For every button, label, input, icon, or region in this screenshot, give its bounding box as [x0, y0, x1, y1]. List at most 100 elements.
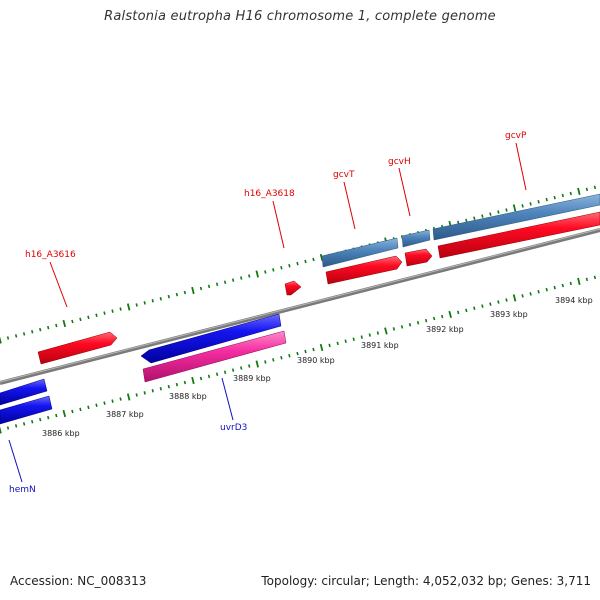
minor-tick [545, 197, 548, 202]
minor-tick [6, 426, 10, 430]
minor-tick [215, 372, 219, 376]
feature-uvrD3-pink[interactable] [142, 330, 287, 383]
minor-tick [296, 351, 299, 356]
gene-labels: h16_A3616 h16_A3618 gcvT gcvH gcvP uvrD3… [9, 131, 527, 495]
minor-tick [119, 307, 122, 311]
major-tick [448, 310, 452, 319]
minor-tick [22, 422, 26, 426]
major-tick [319, 343, 324, 352]
minor-tick [223, 280, 227, 284]
gene-label[interactable]: h16_A3618 [244, 189, 295, 199]
minor-tick [111, 309, 114, 313]
minor-tick [489, 302, 492, 306]
feature-gcvH-red[interactable] [404, 248, 433, 267]
minor-tick [280, 356, 283, 360]
minor-tick [215, 282, 219, 286]
minor-tick [585, 277, 589, 282]
feature-gcvP[interactable] [432, 193, 600, 241]
minor-tick [368, 333, 371, 337]
minor-tick [87, 315, 90, 320]
major-tick [191, 376, 195, 385]
minor-tick [296, 261, 299, 266]
minor-tick [280, 266, 283, 270]
gene-label[interactable]: gcvT [333, 170, 355, 180]
minor-tick [207, 374, 211, 379]
feature-h16_A3618[interactable] [284, 280, 302, 296]
major-tick [577, 187, 581, 196]
genome-backbone-highlight [0, 228, 600, 383]
minor-tick [159, 387, 162, 391]
minor-tick [561, 193, 564, 198]
minor-tick [288, 354, 291, 358]
minor-tick [481, 304, 484, 308]
minor-tick [199, 286, 203, 291]
minor-tick [457, 310, 460, 315]
minor-tick [521, 204, 524, 208]
minor-tick [167, 294, 170, 299]
feature-h16_A3616[interactable] [37, 331, 118, 365]
coordinate-label: 3889 kbp [233, 374, 271, 383]
gene-label[interactable]: h16_A3616 [25, 250, 76, 260]
gene-label[interactable]: gcvH [388, 157, 411, 167]
major-tick [577, 277, 581, 286]
feature-gcvH[interactable] [401, 229, 431, 248]
minor-tick [432, 316, 436, 321]
feature-gcvT-red[interactable] [325, 255, 403, 285]
minor-tick [207, 284, 211, 289]
minor-tick [159, 297, 162, 301]
minor-tick [529, 202, 532, 206]
major-tick [512, 294, 517, 302]
tick-row-upper [0, 185, 597, 344]
major-tick [0, 426, 2, 434]
minor-tick [457, 220, 460, 225]
minor-tick [6, 336, 10, 340]
minor-tick [489, 212, 492, 216]
minor-tick [151, 299, 154, 303]
minor-tick [473, 306, 476, 310]
gene-label[interactable]: uvrD3 [220, 423, 247, 433]
coordinate-label: 3890 kbp [297, 356, 335, 365]
feature-gcvT[interactable] [321, 237, 399, 268]
minor-tick [553, 195, 556, 200]
coordinate-label: 3894 kbp [555, 296, 593, 305]
topology-text: Topology: circular; Length: 4,052,032 bp… [261, 574, 591, 588]
minor-tick [344, 339, 347, 343]
gene-label[interactable]: hemN [9, 485, 36, 495]
minor-tick [31, 420, 34, 424]
minor-tick [111, 399, 114, 403]
feature-gcvP-red[interactable] [437, 211, 600, 259]
minor-tick [553, 285, 556, 290]
feature-uvrD3[interactable] [140, 313, 282, 364]
minor-tick [31, 330, 34, 334]
major-tick [512, 204, 517, 212]
feature-hemN-lower[interactable] [0, 395, 53, 425]
minor-tick [561, 283, 564, 288]
coordinate-label: 3886 kbp [42, 429, 80, 438]
minor-tick [87, 405, 90, 410]
major-tick [126, 393, 131, 401]
reverse-features [0, 313, 287, 425]
minor-tick [248, 274, 251, 278]
coordinate-label: 3893 kbp [490, 310, 528, 319]
accession-text: Accession: NC_008313 [10, 574, 147, 588]
coordinate-label: 3888 kbp [169, 392, 207, 401]
minor-tick [465, 308, 468, 313]
coordinate-label: 3887 kbp [106, 410, 144, 419]
minor-tick [465, 218, 468, 223]
minor-tick [545, 287, 548, 292]
minor-tick [400, 325, 404, 329]
feature-hemN[interactable] [0, 378, 48, 406]
minor-tick [79, 317, 82, 322]
minor-tick [569, 281, 572, 286]
minor-tick [529, 292, 532, 296]
gene-label[interactable]: gcvP [505, 131, 527, 141]
minor-tick [424, 318, 428, 323]
minor-tick [103, 311, 106, 315]
minor-tick [537, 200, 540, 204]
minor-tick [585, 187, 589, 192]
minor-tick [505, 208, 508, 212]
minor-tick [441, 314, 444, 319]
minor-tick [416, 321, 420, 325]
forward-features [37, 193, 600, 365]
minor-tick [151, 389, 154, 393]
